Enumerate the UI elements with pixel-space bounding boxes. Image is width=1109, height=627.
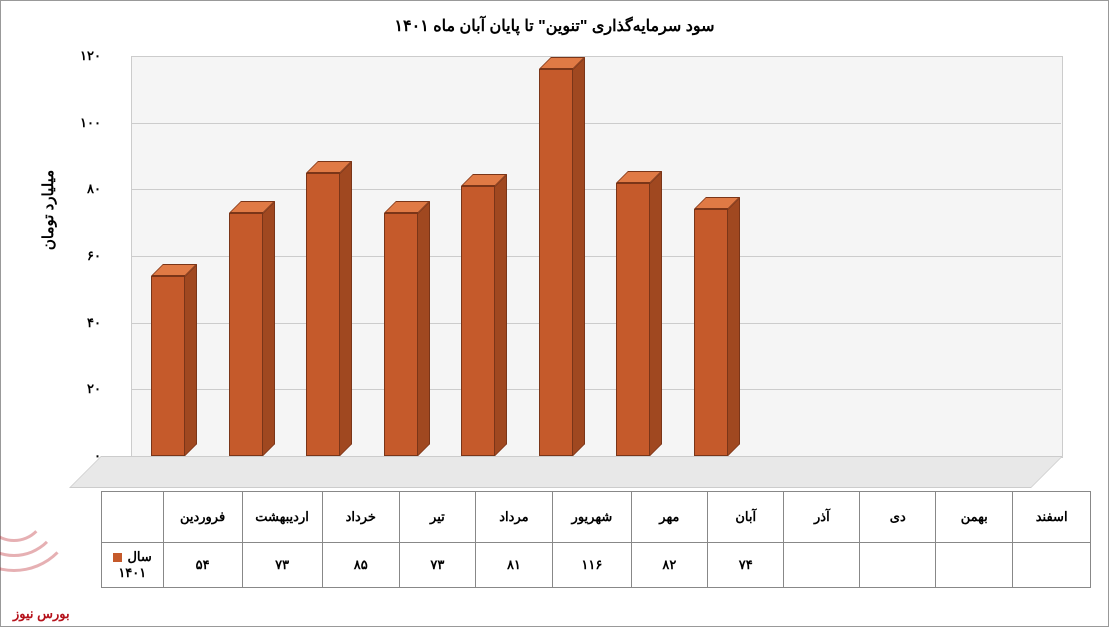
value-cell: ۸۲	[631, 543, 707, 588]
category-header: اسفند	[1013, 492, 1091, 543]
y-tick-label: ۶۰	[42, 248, 101, 264]
bar-side	[573, 57, 585, 456]
bar-slot	[674, 56, 752, 456]
category-header: فروردین	[163, 492, 242, 543]
value-cell	[860, 543, 936, 588]
footer-credit: بورس نیوز	[13, 606, 70, 622]
category-header: بهمن	[936, 492, 1013, 543]
category-header: تیر	[400, 492, 476, 543]
bar-side	[185, 264, 197, 456]
grid-line	[131, 456, 1061, 457]
bar-front	[616, 183, 650, 456]
bar	[461, 186, 495, 456]
bar	[229, 213, 263, 456]
bar-side	[650, 171, 662, 456]
bar-front	[539, 69, 573, 456]
bar-slot	[441, 56, 519, 456]
bar-front	[151, 276, 185, 456]
chart-container: سود سرمایه‌گذاری "تنوین" تا پایان آبان م…	[0, 0, 1109, 627]
value-cell: ۷۴	[708, 543, 784, 588]
bar-front	[461, 186, 495, 456]
bar	[616, 183, 650, 456]
y-tick-label: ۴۰	[42, 315, 101, 331]
bar	[151, 276, 185, 456]
value-cell: ۷۳	[242, 543, 322, 588]
table-corner	[102, 492, 164, 543]
bar-slot	[209, 56, 287, 456]
bar-side	[495, 174, 507, 456]
value-cell: ۷۳	[400, 543, 476, 588]
category-header: اردیبهشت	[242, 492, 322, 543]
value-row: سال ۱۴۰۱ ۵۴۷۳۸۵۷۳۸۱۱۱۶۸۲۷۴	[102, 543, 1091, 588]
bar-slot	[131, 56, 209, 456]
bar-side	[340, 161, 352, 456]
bar-front	[306, 173, 340, 456]
plot-area: ۰۲۰۴۰۶۰۸۰۱۰۰۱۲۰	[101, 56, 1061, 486]
value-cell	[936, 543, 1013, 588]
bar-side	[263, 201, 275, 456]
bar-front	[694, 209, 728, 456]
legend-color-box	[113, 553, 122, 562]
bar-slot	[751, 56, 829, 456]
data-table: فروردیناردیبهشتخردادتیرمردادشهریورمهرآبا…	[101, 491, 1091, 588]
bar-front	[384, 213, 418, 456]
bar-slot	[519, 56, 597, 456]
bar-slot	[364, 56, 442, 456]
value-cell: ۵۴	[163, 543, 242, 588]
category-header: شهریور	[553, 492, 632, 543]
bar-front	[229, 213, 263, 456]
bar-slot	[286, 56, 364, 456]
y-tick-label: ۱۲۰	[42, 48, 101, 64]
chart-title: سود سرمایه‌گذاری "تنوین" تا پایان آبان م…	[1, 1, 1108, 46]
bar-slot	[829, 56, 907, 456]
category-header: دی	[860, 492, 936, 543]
y-tick-label: ۲۰	[42, 381, 101, 397]
value-cell	[784, 543, 860, 588]
bar-slot	[984, 56, 1062, 456]
category-row: فروردیناردیبهشتخردادتیرمردادشهریورمهرآبا…	[102, 492, 1091, 543]
y-tick-label: ۰	[42, 448, 101, 464]
value-cell: ۱۱۶	[553, 543, 632, 588]
bar	[306, 173, 340, 456]
bar	[539, 69, 573, 456]
category-header: خرداد	[322, 492, 399, 543]
value-cell: ۸۱	[475, 543, 552, 588]
bar	[384, 213, 418, 456]
series-label-cell: سال ۱۴۰۱	[102, 543, 164, 588]
value-cell	[1013, 543, 1091, 588]
bar-slot	[596, 56, 674, 456]
bar-side	[418, 201, 430, 456]
bars-layer	[131, 56, 1061, 456]
y-tick-label: ۸۰	[42, 181, 101, 197]
bar	[694, 209, 728, 456]
category-header: آذر	[784, 492, 860, 543]
bar-slot	[906, 56, 984, 456]
bar-side	[728, 197, 740, 456]
y-tick-label: ۱۰۰	[42, 115, 101, 131]
series-label: سال ۱۴۰۱	[118, 549, 151, 580]
plot-floor	[69, 456, 1063, 488]
category-header: مرداد	[475, 492, 552, 543]
category-header: مهر	[631, 492, 707, 543]
value-cell: ۸۵	[322, 543, 399, 588]
category-header: آبان	[708, 492, 784, 543]
